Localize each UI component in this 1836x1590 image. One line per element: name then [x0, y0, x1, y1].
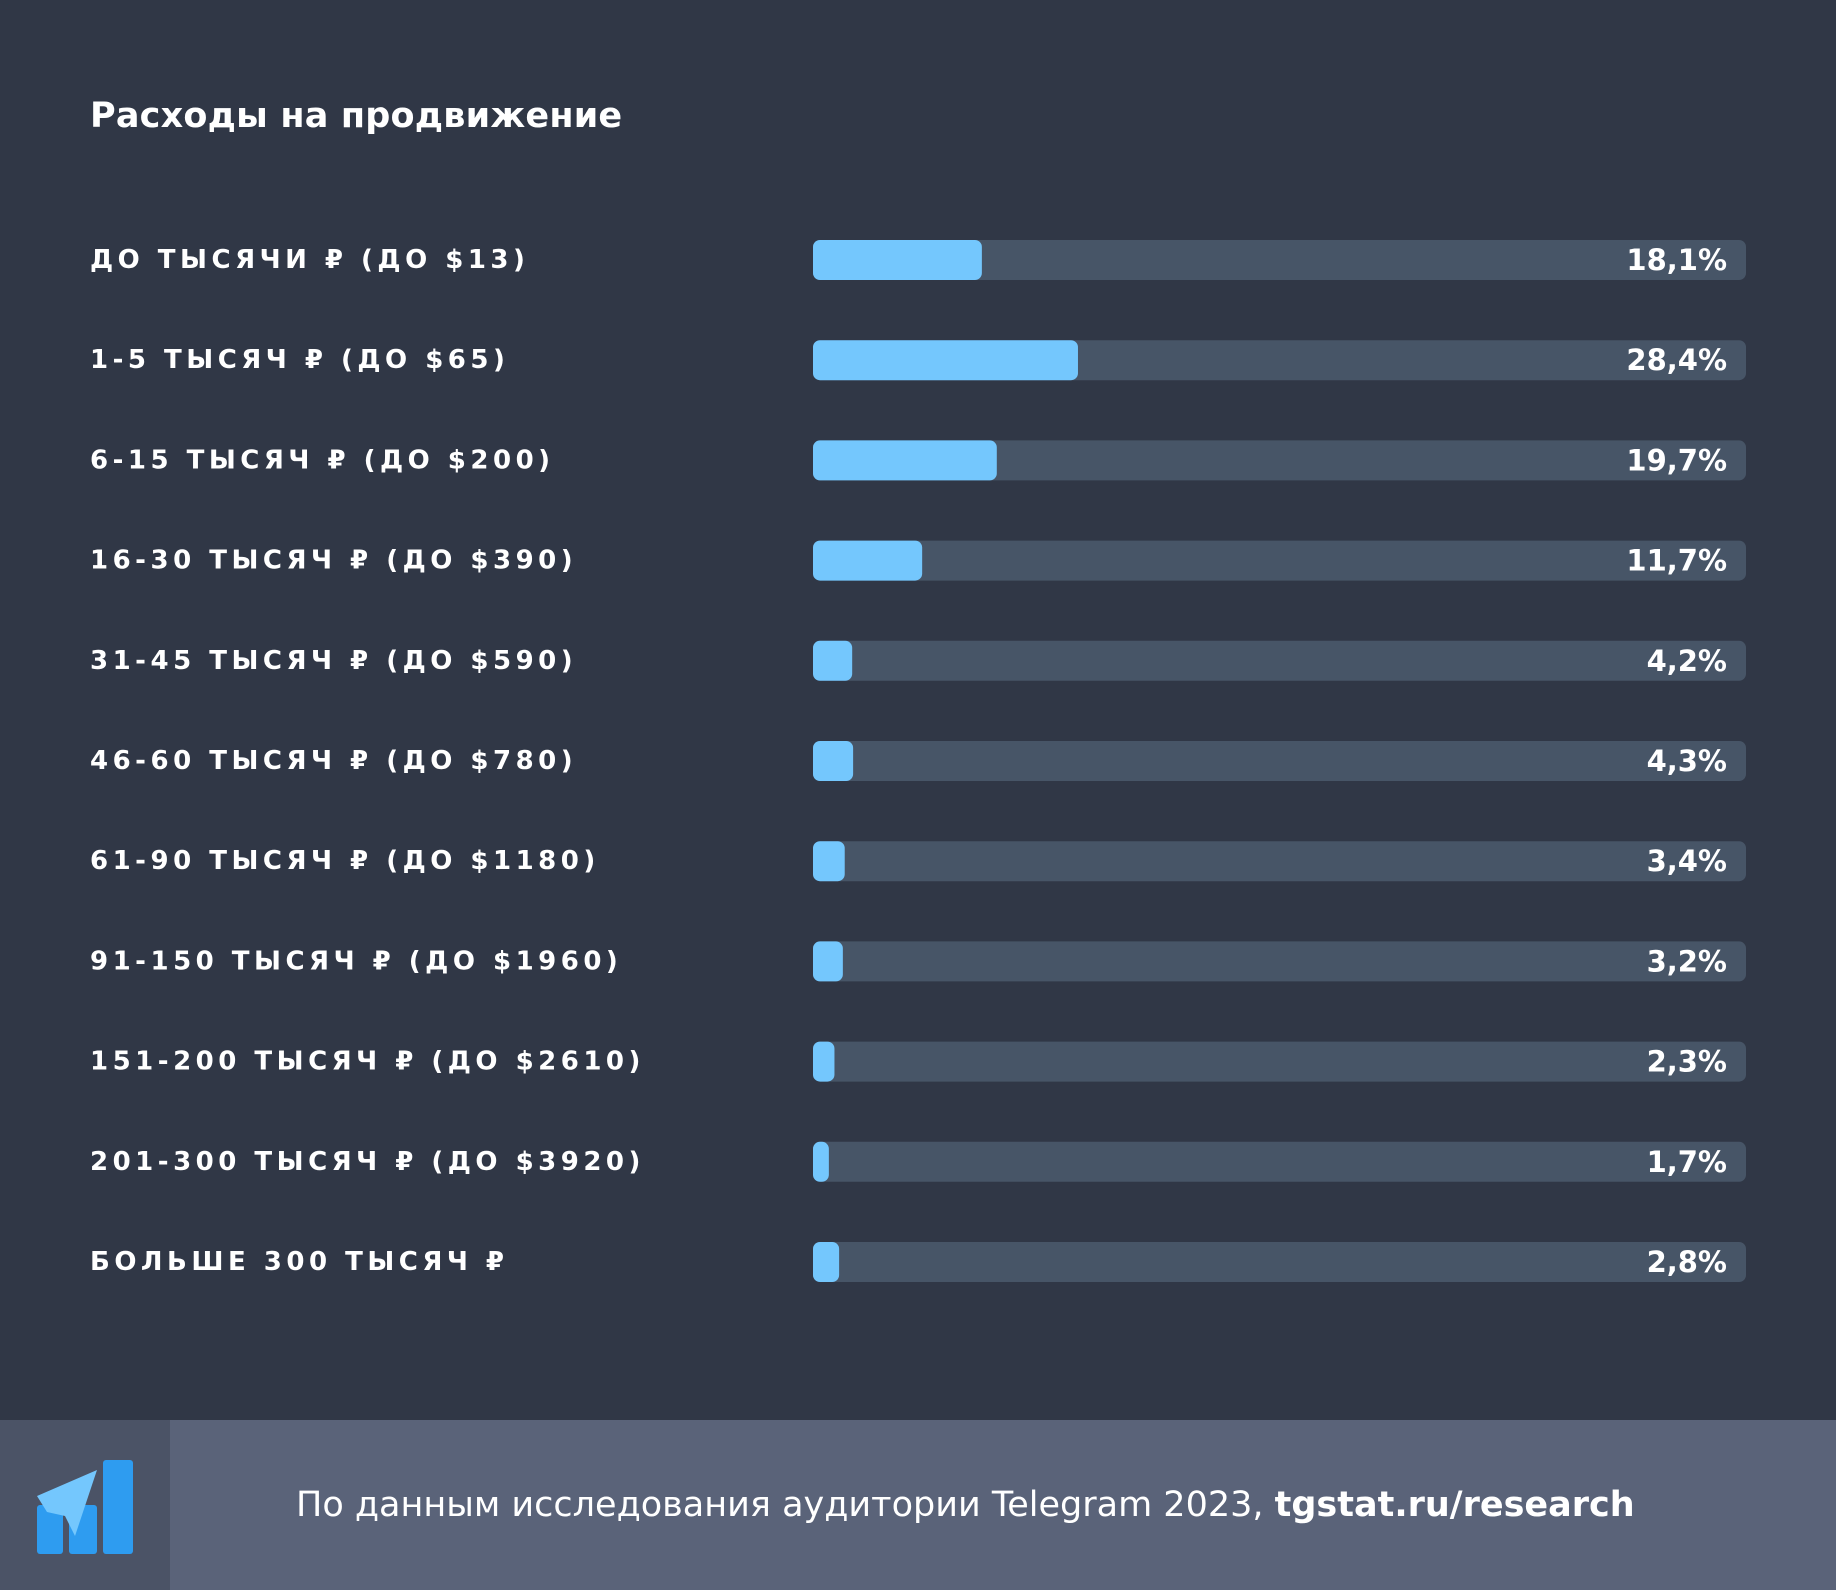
bar — [813, 640, 853, 681]
bar-track — [813, 640, 1746, 681]
footer-link[interactable]: tgstat.ru/research — [1274, 1485, 1635, 1525]
bar — [813, 841, 845, 882]
category-label: 31-45 ТЫСЯЧ ₽ (ДО $590) — [90, 646, 577, 676]
bar-track — [813, 741, 1746, 781]
bar — [813, 941, 843, 982]
category-label: БОЛЬШЕ 300 ТЫСЯЧ ₽ — [90, 1247, 509, 1277]
bar-track — [813, 1041, 1746, 1082]
category-label: 16-30 ТЫСЯЧ ₽ (ДО $390) — [90, 546, 577, 576]
value-label: 4,2% — [1647, 644, 1727, 678]
bar-track — [813, 1141, 1746, 1182]
value-label: 4,3% — [1647, 744, 1727, 778]
bar — [813, 741, 854, 781]
category-label: 91-150 ТЫСЯЧ ₽ (ДО $1960) — [90, 946, 622, 976]
value-label: 1,7% — [1647, 1145, 1727, 1179]
chart-title: Расходы на продвижение — [90, 96, 623, 136]
value-label: 3,2% — [1647, 944, 1727, 978]
category-label: 1-5 ТЫСЯЧ ₽ (ДО $65) — [90, 345, 509, 375]
footer-source-text: По данным исследования аудитории Telegra… — [296, 1420, 1635, 1590]
category-label: 6-15 ТЫСЯЧ ₽ (ДО $200) — [90, 445, 555, 475]
bar-track — [813, 941, 1746, 982]
category-label: ДО ТЫСЯЧИ ₽ (ДО $13) — [90, 245, 529, 275]
logo-box — [0, 1420, 170, 1590]
bar-chart: ДО ТЫСЯЧИ ₽ (ДО $13) 18,1% 1-5 ТЫСЯЧ ₽ (ДО… — [90, 240, 1746, 1282]
value-label: 19,7% — [1626, 443, 1727, 477]
value-label: 11,7% — [1626, 544, 1727, 578]
footer: По данным исследования аудитории Telegra… — [0, 1420, 1836, 1590]
category-label: 61-90 ТЫСЯЧ ₽ (ДО $1180) — [90, 846, 600, 876]
footer-text: По данным исследования аудитории Telegra… — [296, 1485, 1275, 1525]
value-label: 3,4% — [1647, 844, 1727, 878]
category-label: 151-200 ТЫСЯЧ ₽ (ДО $2610) — [90, 1047, 645, 1077]
value-label: 2,8% — [1647, 1245, 1727, 1279]
category-label: 201-300 ТЫСЯЧ ₽ (ДО $3920) — [90, 1147, 645, 1177]
tgstat-logo-icon — [37, 1460, 133, 1554]
bar-track — [813, 540, 1746, 581]
bar — [813, 1141, 829, 1182]
bar — [813, 1242, 840, 1282]
bar-track — [813, 440, 1746, 481]
bar-track — [813, 1242, 1746, 1282]
bar-track — [813, 240, 1746, 280]
bar — [813, 340, 1078, 381]
value-label: 2,3% — [1647, 1045, 1727, 1079]
category-label: 46-60 ТЫСЯЧ ₽ (ДО $780) — [90, 746, 577, 776]
value-label: 28,4% — [1626, 343, 1727, 377]
bar — [813, 440, 997, 481]
bar — [813, 540, 923, 581]
bar-track — [813, 841, 1746, 882]
bar — [813, 1041, 835, 1082]
value-label: 18,1% — [1626, 243, 1727, 277]
bar — [813, 240, 982, 280]
